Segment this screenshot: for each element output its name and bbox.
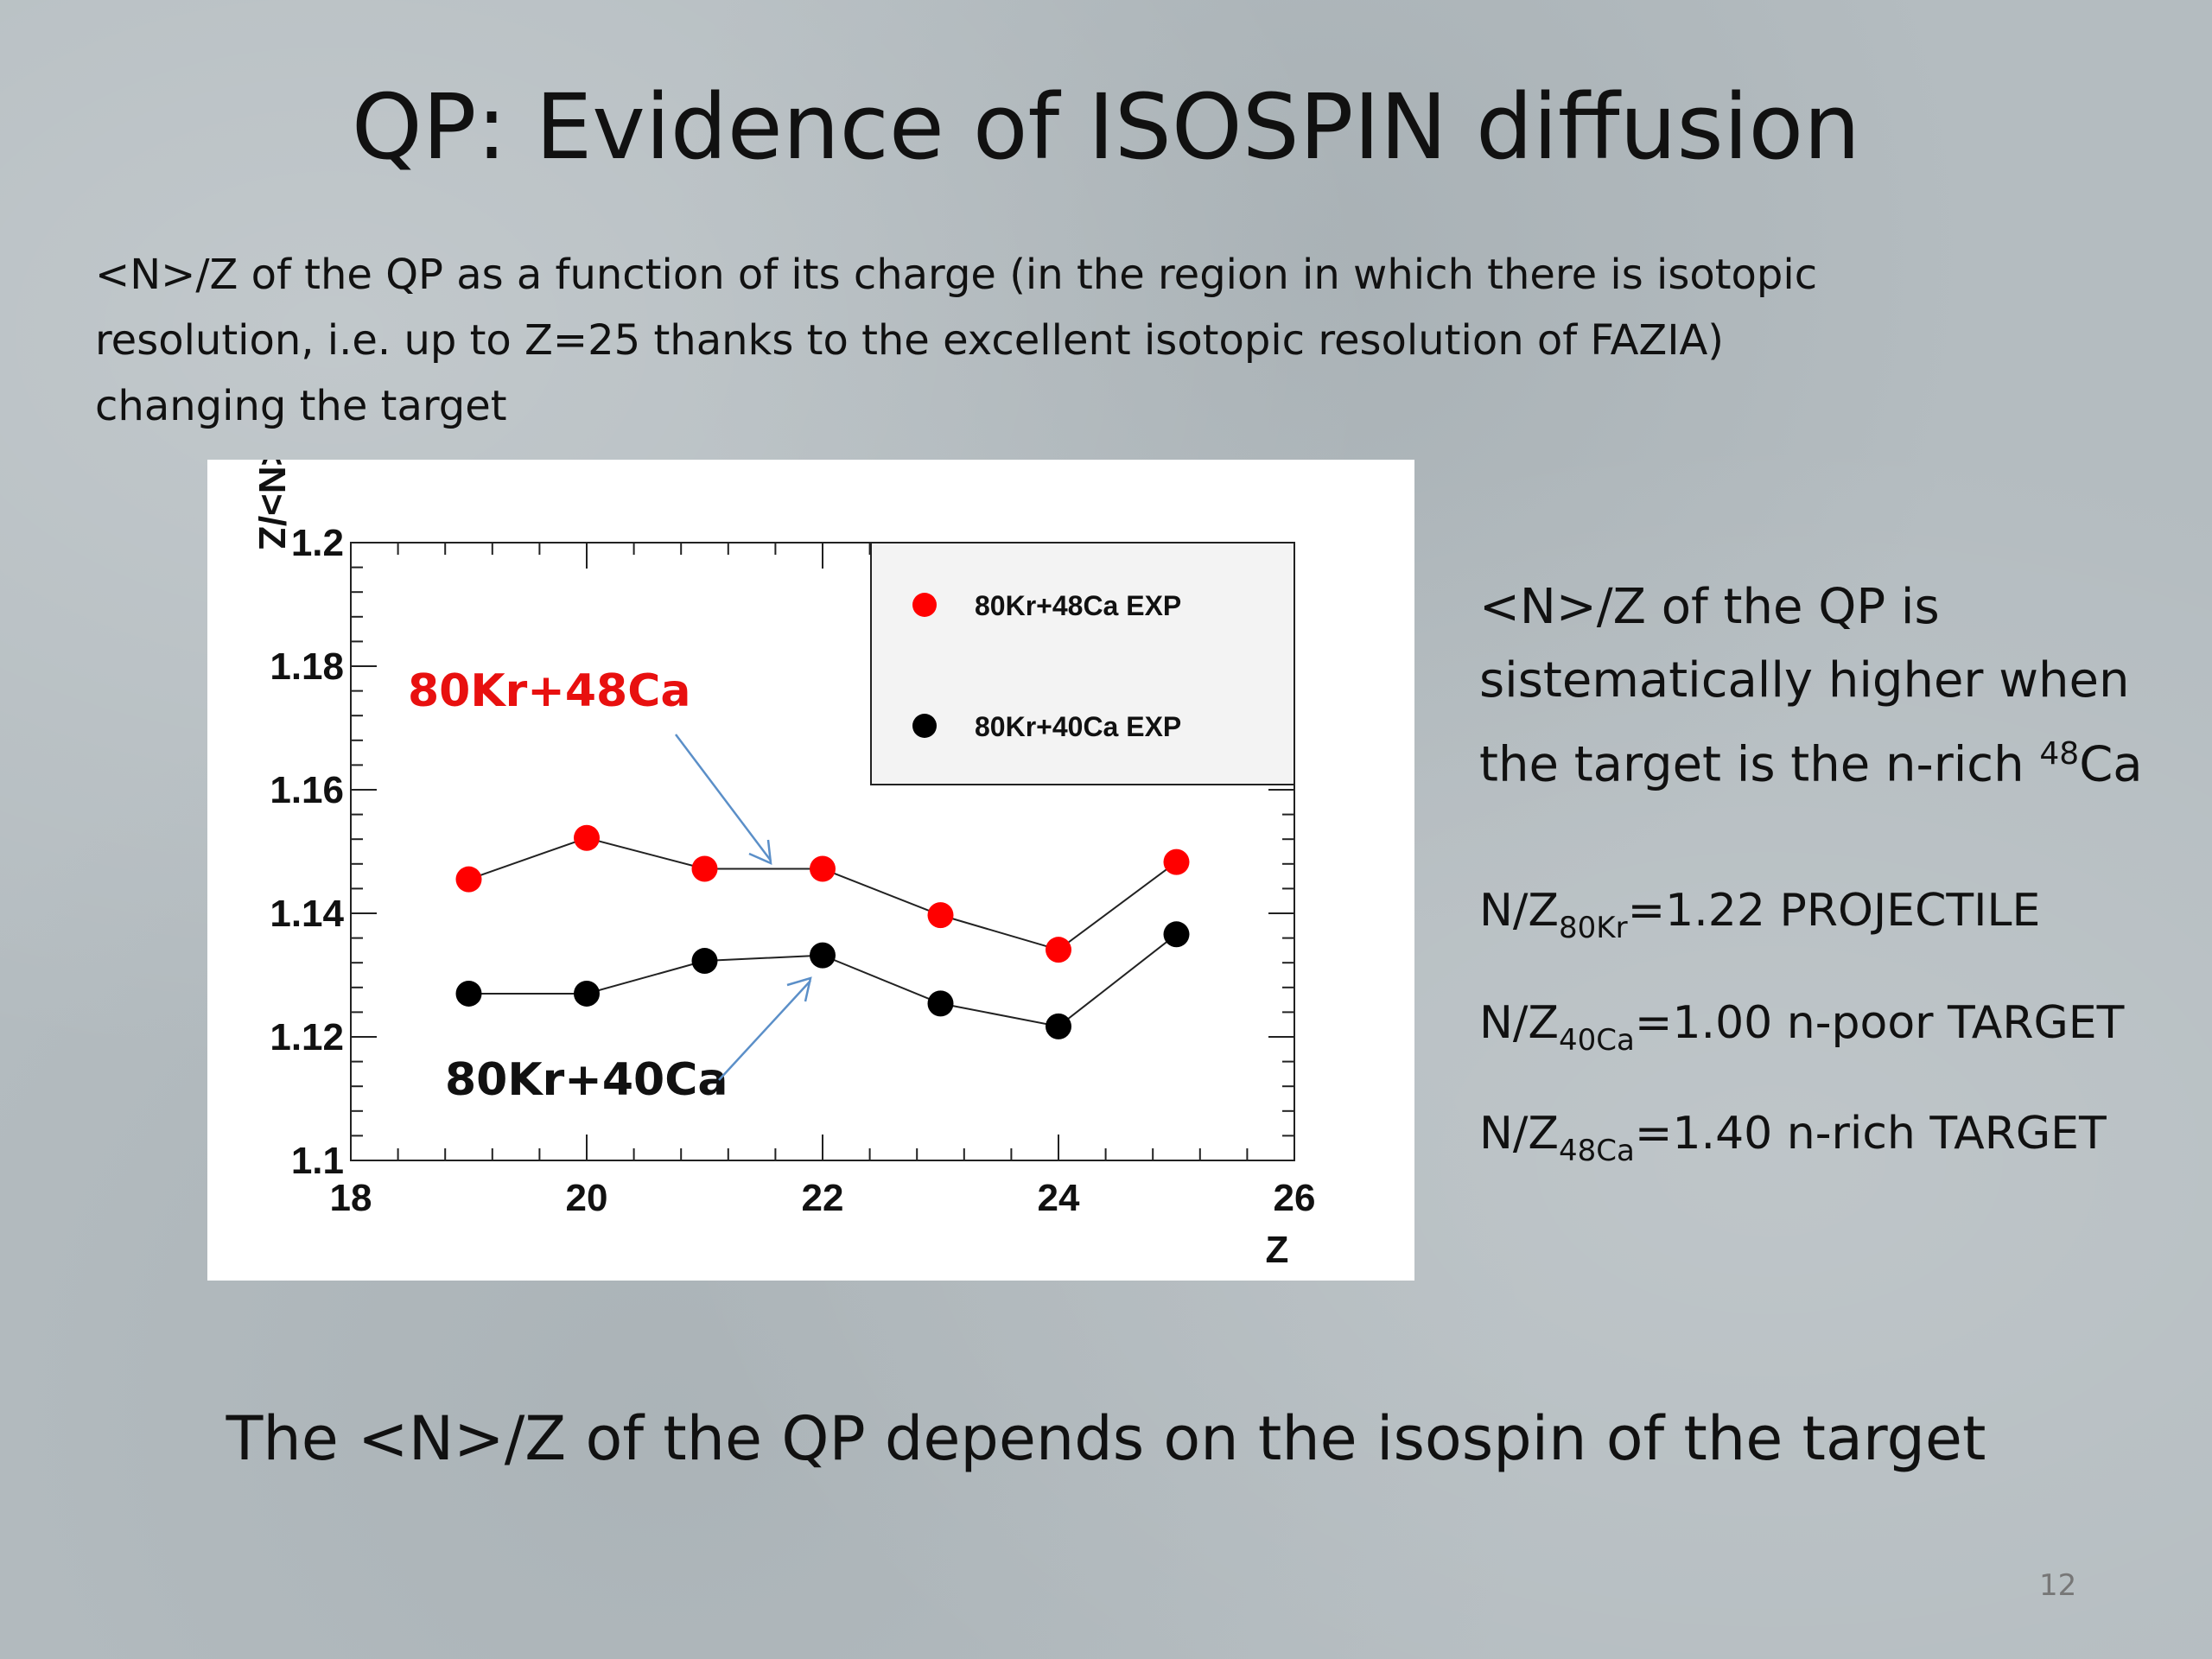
data-point (1163, 849, 1190, 875)
y-tick-label: 1.12 (270, 1016, 344, 1058)
data-point (691, 855, 718, 882)
conclusion-line: <N>/Z of the QP is (1479, 579, 1940, 635)
summary-statement: The <N>/Z of the QP depends on the isosp… (226, 1403, 1986, 1474)
data-point (1046, 1013, 1071, 1039)
x-tick-label: 26 (1274, 1177, 1316, 1219)
ratio-48ca-target: N/Z48Ca=1.40 n-rich TARGET (1479, 1108, 2107, 1168)
y-tick-label: 1.18 (270, 645, 344, 688)
data-point (574, 980, 600, 1007)
y-tick-label: 1.1 (291, 1140, 344, 1182)
x-axis-title: Z (1266, 1229, 1289, 1271)
intro-line: changing the target (95, 382, 507, 430)
page-number: 12 (2039, 1568, 2077, 1603)
arrowhead-40ca (786, 976, 812, 1002)
legend-marker-48ca (912, 593, 937, 617)
annotation-48ca: 80Kr+48Ca (408, 665, 691, 717)
data-point (455, 866, 482, 893)
data-point (574, 824, 600, 851)
data-point (1046, 937, 1071, 963)
annotation-arrow-40ca (718, 980, 811, 1081)
data-point (810, 942, 836, 969)
chart-panel: 1.1 1.12 1.14 1.16 1.18 1.2 18 20 22 24 26 Z <N>/Z 8… (207, 460, 1414, 1281)
x-tick-label: 24 (1038, 1177, 1080, 1219)
intro-line: resolution, i.e. up to Z=25 thanks to th… (95, 316, 1725, 365)
x-tick-label: 22 (802, 1177, 844, 1219)
data-point (927, 902, 954, 929)
legend-label-48ca: 80Kr+48Ca EXP (975, 590, 1181, 621)
data-point (455, 980, 482, 1007)
data-point (927, 990, 954, 1017)
annotation-40ca: 80Kr+40Ca (445, 1054, 728, 1106)
y-tick-label: 1.14 (270, 893, 344, 935)
nz-vs-z-chart: 1.1 1.12 1.14 1.16 1.18 1.2 18 20 22 24 26 Z <N>/Z 8… (251, 460, 1315, 1271)
conclusion-text: <N>/Z of the QP is sistematically higher… (1479, 570, 2188, 802)
ratio-40ca-target: N/Z40Ca=1.00 n-poor TARGET (1479, 997, 2125, 1058)
x-tick-label: 18 (330, 1177, 372, 1219)
intro-paragraph: <N>/Z of the QP as a function of its cha… (95, 242, 2082, 439)
ratio-projectile: N/Z80Kr=1.22 PROJECTILE (1479, 885, 2041, 945)
intro-line: <N>/Z of the QP as a function of its cha… (95, 251, 1818, 299)
data-point (810, 855, 836, 882)
annotations: 80Kr+48Ca 80Kr+40Ca (408, 665, 812, 1106)
axes: 1.1 1.12 1.14 1.16 1.18 1.2 18 20 22 24 26 Z <N>/Z (251, 460, 1315, 1271)
legend: 80Kr+48Ca EXP 80Kr+40Ca EXP (870, 542, 1295, 785)
arrowhead-48ca (748, 839, 772, 866)
series-line-0 (468, 836, 1178, 951)
y-tick-label: 1.16 (270, 769, 344, 811)
conclusion-line: sistematically higher when (1479, 652, 2130, 709)
isotope-mass: 48 (2039, 736, 2080, 772)
slide-title: QP: Evidence of ISOSPIN diffusion (351, 74, 1861, 180)
y-tick-label: 1.2 (291, 522, 344, 564)
y-axis-title: <N>/Z (251, 460, 293, 550)
data-point (691, 948, 718, 975)
series (455, 824, 1190, 1039)
conclusion-line: the target is the n-rich 48Ca (1479, 736, 2143, 793)
x-tick-label: 20 (566, 1177, 608, 1219)
annotation-arrow-48ca (675, 734, 772, 861)
legend-label-40ca: 80Kr+40Ca EXP (975, 711, 1181, 742)
data-point (1163, 921, 1190, 948)
legend-marker-40ca (912, 714, 937, 738)
legend-box (870, 542, 1295, 785)
